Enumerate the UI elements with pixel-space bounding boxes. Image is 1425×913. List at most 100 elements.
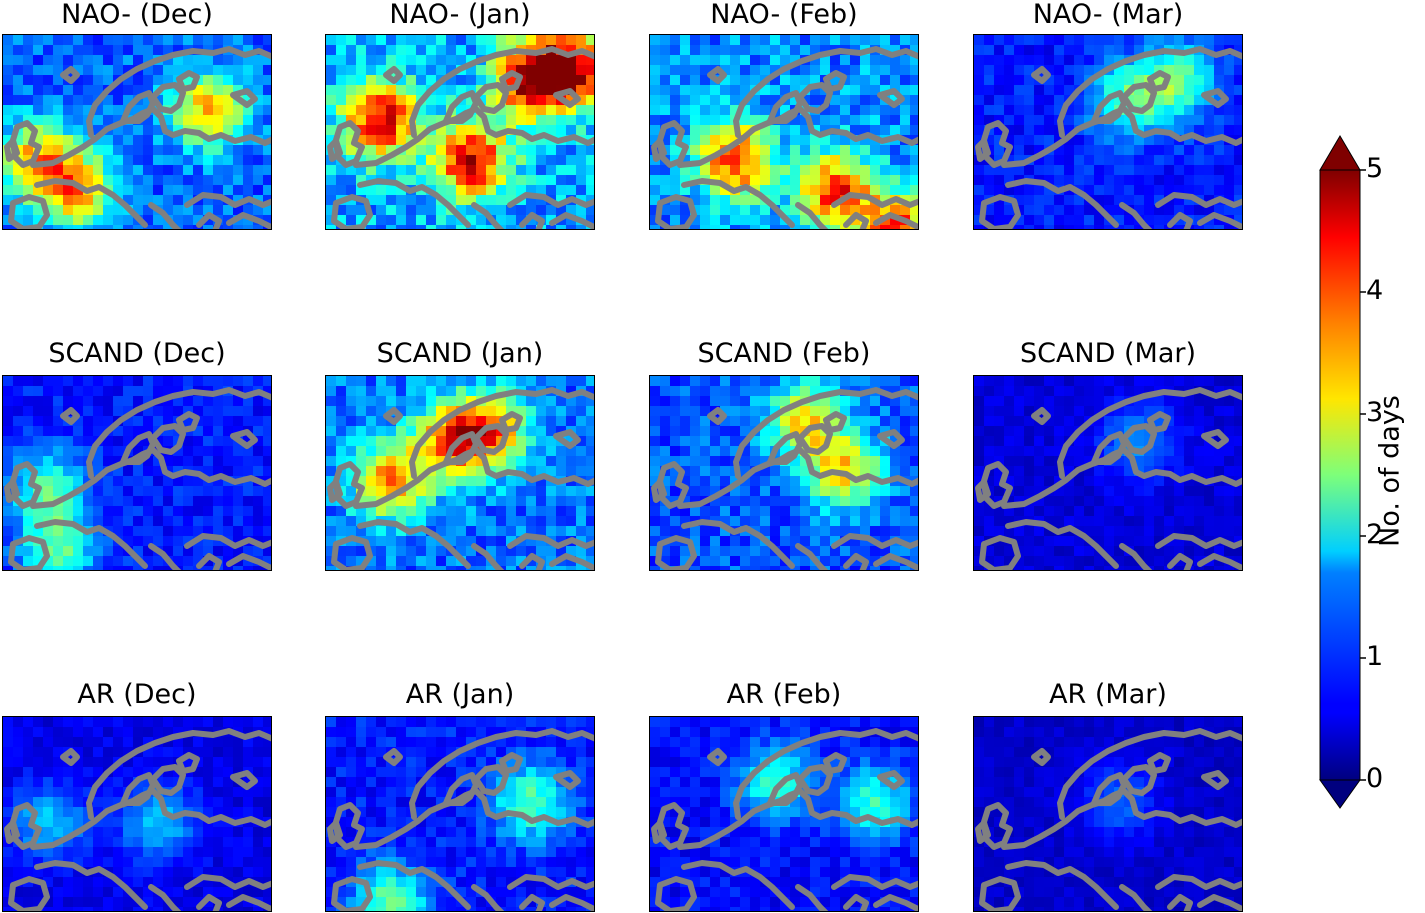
heatmap-cell bbox=[880, 406, 891, 417]
heatmap-cell bbox=[466, 115, 477, 126]
heatmap-cell bbox=[63, 837, 74, 848]
heatmap-cell bbox=[133, 837, 144, 848]
heatmap-cell bbox=[1054, 35, 1065, 46]
heatmap-cell bbox=[1204, 376, 1215, 387]
heatmap-cell bbox=[476, 526, 487, 537]
heatmap-cell bbox=[386, 55, 397, 66]
heatmap-cell bbox=[1084, 65, 1095, 76]
heatmap-cell bbox=[223, 65, 234, 76]
heatmap-cell bbox=[466, 125, 477, 136]
heatmap-cell bbox=[386, 456, 397, 467]
heatmap-cell bbox=[476, 45, 487, 56]
heatmap-cell bbox=[780, 526, 791, 537]
heatmap-cell bbox=[800, 145, 811, 156]
heatmap-cell bbox=[263, 75, 271, 86]
heatmap-cell bbox=[536, 65, 547, 76]
heatmap-cell bbox=[1054, 446, 1065, 457]
heatmap-cell bbox=[840, 436, 851, 447]
heatmap-cell bbox=[53, 135, 64, 146]
heatmap-cell bbox=[680, 35, 691, 46]
heatmap-cell bbox=[1154, 75, 1165, 86]
heatmap-cell bbox=[800, 566, 811, 570]
heatmap-cell bbox=[576, 115, 587, 126]
heatmap-cell bbox=[730, 436, 741, 447]
heatmap-cell bbox=[23, 486, 34, 497]
heatmap-cell bbox=[143, 185, 154, 196]
heatmap-cell bbox=[780, 546, 791, 557]
heatmap-cell bbox=[660, 45, 671, 56]
heatmap-cell bbox=[890, 376, 901, 387]
heatmap-cell bbox=[994, 75, 1005, 86]
heatmap-cell bbox=[576, 376, 587, 387]
heatmap-cell bbox=[83, 45, 94, 56]
heatmap-cell bbox=[173, 737, 184, 748]
heatmap-cell bbox=[506, 556, 517, 567]
heatmap-cell bbox=[820, 55, 831, 66]
heatmap-cell bbox=[1034, 526, 1045, 537]
heatmap-cell bbox=[23, 406, 34, 417]
heatmap-cell bbox=[346, 546, 357, 557]
heatmap-cell bbox=[426, 446, 437, 457]
heatmap-cell bbox=[820, 376, 831, 387]
heatmap-cell bbox=[143, 797, 154, 808]
heatmap-cell bbox=[516, 376, 527, 387]
heatmap-cell bbox=[113, 215, 124, 226]
heatmap-cell bbox=[173, 536, 184, 547]
heatmap-cell bbox=[386, 195, 397, 206]
heatmap-cell bbox=[994, 506, 1005, 517]
heatmap-cell bbox=[790, 125, 801, 136]
heatmap-cell bbox=[870, 185, 881, 196]
heatmap-cell bbox=[93, 787, 104, 798]
heatmap-cell bbox=[700, 215, 711, 226]
heatmap-cell bbox=[163, 817, 174, 828]
heatmap-cell bbox=[396, 476, 407, 487]
heatmap-cell bbox=[1034, 45, 1045, 56]
heatmap-cell bbox=[153, 727, 164, 738]
heatmap-cell bbox=[1204, 225, 1215, 229]
heatmap-cell bbox=[1164, 486, 1175, 497]
heatmap-cell bbox=[346, 436, 357, 447]
heatmap-cell bbox=[203, 837, 214, 848]
heatmap-cell bbox=[670, 75, 681, 86]
heatmap-cell bbox=[1004, 376, 1015, 387]
heatmap-cell bbox=[820, 506, 831, 517]
heatmap-cell bbox=[243, 95, 254, 106]
heatmap-cell bbox=[83, 205, 94, 216]
heatmap-cell bbox=[810, 436, 821, 447]
heatmap-cell bbox=[660, 35, 671, 46]
heatmap-cell bbox=[496, 556, 507, 567]
heatmap-cell bbox=[670, 476, 681, 487]
heatmap-cell bbox=[113, 155, 124, 166]
heatmap-cell bbox=[994, 215, 1005, 226]
heatmap-cell bbox=[586, 145, 594, 156]
heatmap-cell bbox=[73, 877, 84, 888]
heatmap-cell bbox=[13, 436, 24, 447]
heatmap-cell bbox=[1044, 496, 1055, 507]
heatmap-cell bbox=[193, 35, 204, 46]
heatmap-cell bbox=[436, 135, 447, 146]
heatmap-cell bbox=[650, 546, 661, 557]
heatmap-cell bbox=[1024, 436, 1035, 447]
heatmap-cell bbox=[1124, 416, 1135, 427]
heatmap-cell bbox=[1214, 125, 1225, 136]
heatmap-cell bbox=[1024, 396, 1035, 407]
heatmap-cell bbox=[223, 155, 234, 166]
heatmap-cell bbox=[1114, 125, 1125, 136]
heatmap-cell bbox=[326, 95, 337, 106]
heatmap-cell bbox=[103, 175, 114, 186]
heatmap-cell bbox=[326, 205, 337, 216]
heatmap-cell bbox=[153, 526, 164, 537]
heatmap-cell bbox=[183, 496, 194, 507]
heatmap-cell bbox=[1084, 516, 1095, 527]
heatmap-cell bbox=[13, 847, 24, 858]
heatmap-cell bbox=[760, 95, 771, 106]
heatmap-cell bbox=[446, 135, 457, 146]
heatmap-cell bbox=[43, 837, 54, 848]
heatmap-cell bbox=[63, 95, 74, 106]
coastline-path bbox=[473, 423, 509, 455]
heatmap-cell bbox=[1144, 476, 1155, 487]
heatmap-cell bbox=[566, 396, 577, 407]
heatmap-cell bbox=[73, 556, 84, 567]
heatmap-cell bbox=[670, 506, 681, 517]
heatmap-cell bbox=[1184, 396, 1195, 407]
